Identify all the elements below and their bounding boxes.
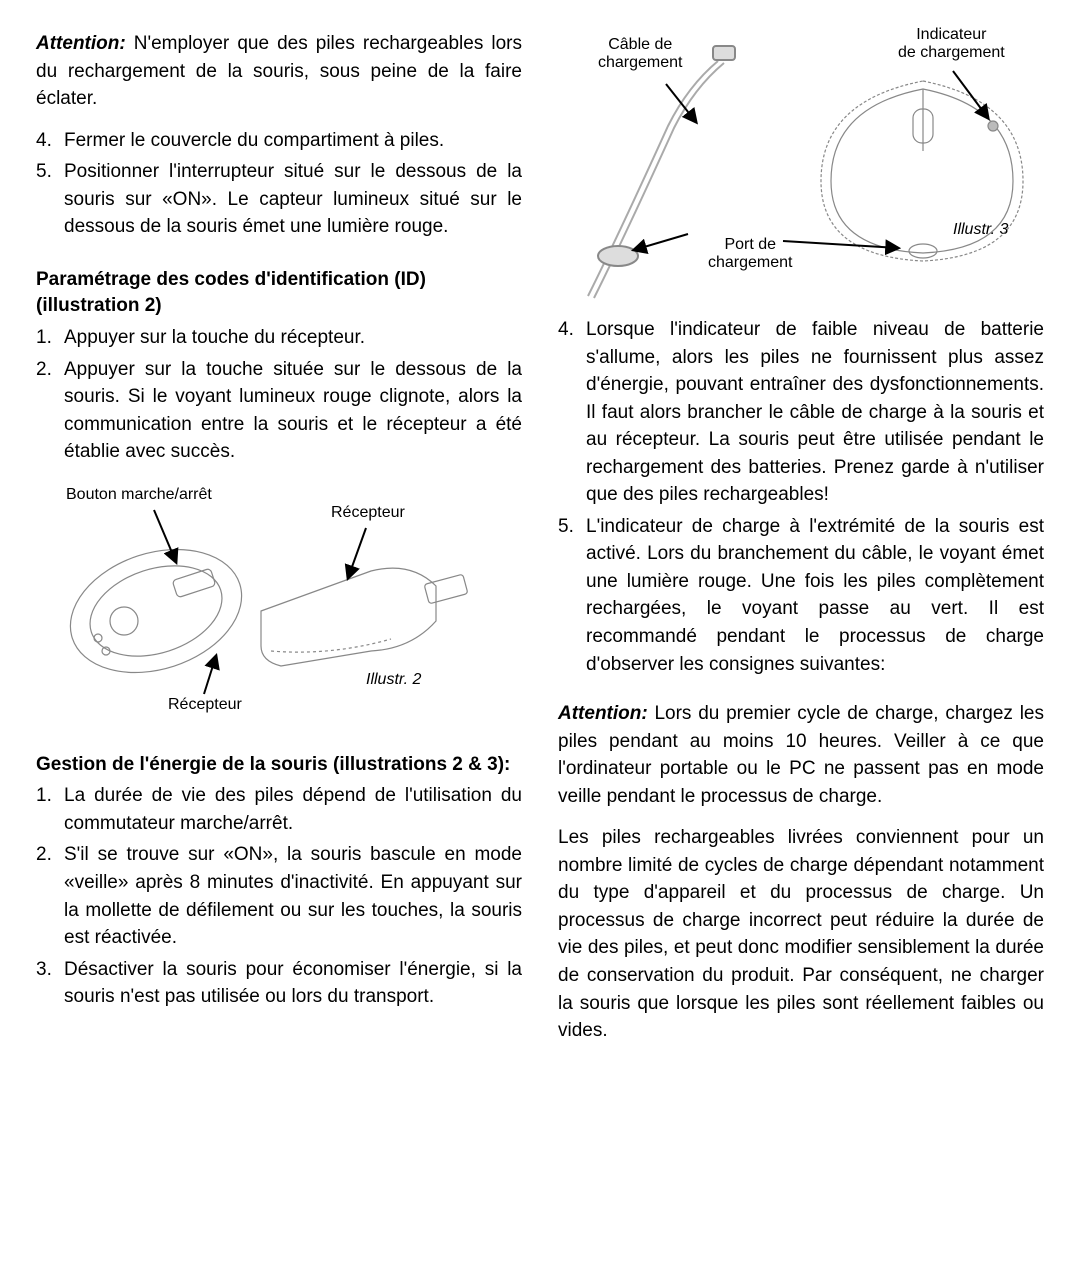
warning-2: Attention: Lors du premier cycle de char… [558, 700, 1044, 810]
figure-2-svg [36, 486, 496, 716]
list-item: 2.Appuyer sur la touche située sur le de… [36, 356, 522, 466]
figure-3-svg [558, 26, 1048, 306]
warning-1: Attention: N'employer que des piles rech… [36, 30, 522, 113]
warning-1-label: Attention: [36, 33, 126, 54]
left-column: Attention: N'employer que des piles rech… [36, 30, 522, 1250]
list-item: 4.Fermer le couvercle du compartiment à … [36, 127, 522, 155]
para-rechargeable: Les piles rechargeables livrées convienn… [558, 824, 1044, 1044]
heading-energy: Gestion de l'énergie de la souris (illus… [36, 752, 522, 779]
list-4: 4.Lorsque l'indicateur de faible niveau … [558, 316, 1044, 682]
warning-2-label: Attention: [558, 703, 648, 724]
list-2: 1.Appuyer sur la touche du récepteur. 2.… [36, 324, 522, 470]
list-item: 2.S'il se trouve sur «ON», la souris bas… [36, 841, 522, 951]
list-item: 1.Appuyer sur la touche du récepteur. [36, 324, 522, 352]
list-1: 4.Fermer le couvercle du compartiment à … [36, 127, 522, 245]
heading-id-codes: Paramétrage des codes d'identification (… [36, 267, 522, 320]
list-item: 5.Positionner l'interrupteur situé sur l… [36, 158, 522, 241]
right-column: Câble de chargement Indicateur de charge… [558, 30, 1044, 1250]
list-3: 1.La durée de vie des piles dépend de l'… [36, 782, 522, 1014]
list-item: 5.L'indicateur de charge à l'extrémité d… [558, 513, 1044, 678]
figure-2: Bouton marche/arrêt Récepteur Récepteur … [36, 486, 522, 726]
list-item: 1.La durée de vie des piles dépend de l'… [36, 782, 522, 837]
figure-3: Câble de chargement Indicateur de charge… [558, 26, 1044, 306]
list-item: 4.Lorsque l'indicateur de faible niveau … [558, 316, 1044, 509]
list-item: 3.Désactiver la souris pour économiser l… [36, 956, 522, 1011]
